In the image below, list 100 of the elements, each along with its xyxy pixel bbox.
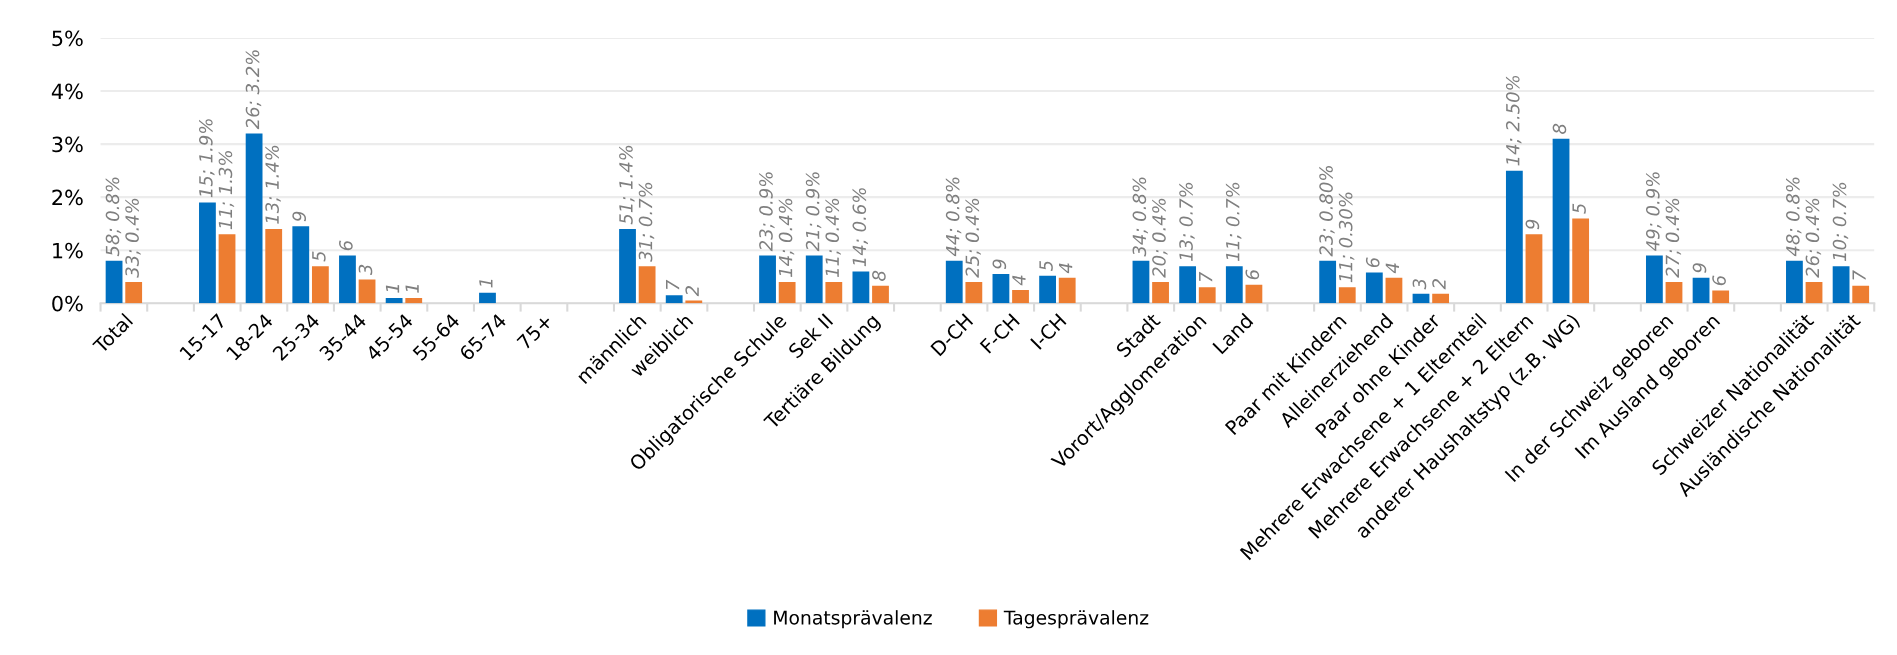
bar [1319, 260, 1337, 304]
annotation: 58; 0.8% [105, 177, 122, 257]
bar [1412, 293, 1430, 304]
annotation: 10; 0.7% [1832, 182, 1849, 261]
bar [778, 282, 796, 304]
bar [1338, 287, 1356, 304]
bar [218, 234, 236, 304]
bar [619, 228, 636, 304]
y-tick-label: 0% [52, 295, 83, 312]
bar [945, 260, 963, 304]
annotation: 6 [1365, 257, 1380, 268]
bar [1432, 293, 1450, 304]
annotation: 9 [292, 211, 307, 222]
bar [479, 292, 496, 304]
bar [199, 202, 216, 304]
annotation: 48; 0.8% [1786, 177, 1802, 257]
annotation: 1 [405, 284, 419, 293]
annotation: 21; 0.9% [805, 172, 822, 252]
annotation: 1 [479, 279, 493, 288]
y-tick-label: 3% [52, 136, 83, 153]
bar [1152, 282, 1169, 304]
annotation: 14; 0.4% [778, 198, 795, 277]
annotation: 13; 1.4% [265, 145, 281, 224]
bar [825, 282, 843, 304]
bar [385, 297, 403, 304]
annotation: 7 [1199, 271, 1213, 282]
legend-label: Tagesprävalenz [1003, 610, 1149, 629]
bar [1385, 277, 1403, 304]
bar [1245, 284, 1263, 304]
annotation: 13; 0.7% [1179, 182, 1195, 261]
annotation: 11; 0.4% [825, 198, 841, 277]
bar [1365, 272, 1383, 304]
annotation: 15; 1.9% [199, 119, 215, 198]
annotation: 7 [666, 279, 680, 290]
bar [965, 282, 983, 304]
annotation: 51; 1.4% [619, 145, 635, 225]
bar [992, 274, 1010, 304]
bar [125, 282, 143, 304]
annotation: 2 [1432, 279, 1446, 290]
annotation: 8 [872, 270, 886, 281]
y-tick-label: 2% [52, 189, 83, 206]
bar [638, 266, 656, 304]
annotation: 5 [1039, 260, 1053, 272]
bar [292, 226, 310, 304]
annotation: 8 [1552, 123, 1567, 134]
annotation: 9 [1525, 219, 1540, 230]
bar [1645, 255, 1663, 304]
annotation: 3 [358, 264, 373, 276]
bar [1058, 277, 1076, 304]
annotation: 11; 1.3% [218, 151, 235, 230]
bar [405, 297, 423, 304]
annotation: 34; 0.8% [1132, 177, 1149, 257]
annotation: 3 [1412, 279, 1427, 290]
annotation: 4 [1012, 275, 1026, 286]
bar [872, 285, 889, 304]
annotation: 6 [339, 240, 353, 251]
bar [1572, 218, 1590, 304]
bar [265, 228, 283, 304]
bar [311, 266, 329, 304]
annotation: 5 [1572, 203, 1586, 214]
y-tick-label: 4% [51, 83, 83, 100]
bar [1832, 266, 1850, 304]
bar [339, 255, 356, 304]
annotation: 44; 0.8% [945, 177, 962, 257]
legend-label: Monatsprävalenz [774, 610, 932, 629]
annotation: 2 [685, 286, 699, 297]
bar [1805, 282, 1823, 304]
bar [245, 133, 263, 304]
bar [1712, 290, 1730, 304]
annotation: 11; 0.30% [1338, 192, 1355, 283]
annotation: 33; 0.4% [125, 198, 141, 278]
annotation: 14; 2.50% [1505, 75, 1522, 166]
annotation: 23; 0.80% [1319, 166, 1335, 257]
bar [1692, 277, 1710, 304]
bar [1505, 170, 1523, 304]
bar [1786, 260, 1803, 304]
annotation: 31; 0.7% [638, 182, 655, 262]
annotation: 9 [992, 259, 1007, 270]
bar [1525, 234, 1543, 304]
bar [759, 255, 776, 304]
bar [665, 295, 683, 304]
annotation: 9 [1692, 263, 1707, 273]
bar [1012, 290, 1029, 304]
annotation: 4 [1059, 263, 1073, 274]
annotation: 1 [385, 284, 400, 293]
bar [1552, 138, 1570, 304]
annotation: 25; 0.4% [965, 198, 981, 278]
annotation: 26; 3.2% [245, 50, 262, 130]
annotation: 27; 0.4% [1665, 198, 1682, 278]
annotation: 11; 0.7% [1225, 182, 1242, 261]
annotation: 7 [1852, 270, 1866, 280]
x-tick-label: 75+ [516, 313, 554, 351]
annotation: 14; 0.6% [852, 188, 868, 267]
bar [1225, 266, 1243, 304]
bar [358, 279, 376, 304]
annotation: 20; 0.4% [1152, 198, 1168, 278]
bar [1179, 266, 1197, 304]
annotation: 23; 0.9% [759, 172, 775, 252]
annotation: 26; 0.4% [1805, 198, 1822, 278]
bar [105, 260, 123, 304]
